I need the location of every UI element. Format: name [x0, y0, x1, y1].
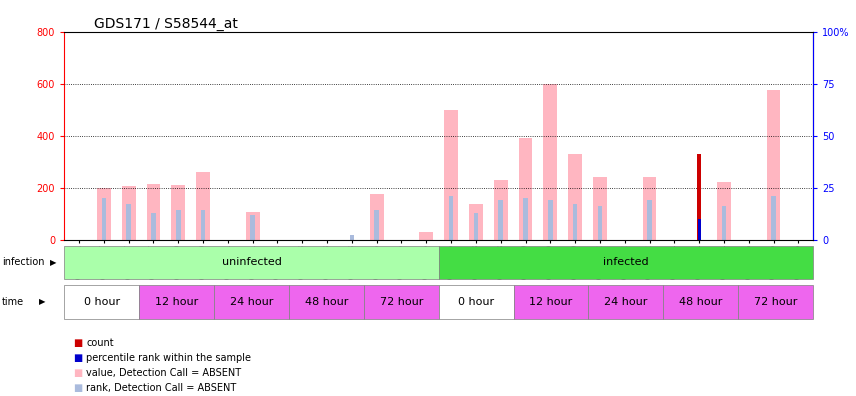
- Bar: [519, 138, 532, 240]
- Text: ■: ■: [73, 352, 82, 363]
- Bar: [738, 285, 813, 319]
- Bar: [176, 210, 181, 240]
- Bar: [697, 154, 701, 240]
- Bar: [97, 188, 110, 240]
- Bar: [64, 285, 139, 319]
- Text: 12 hour: 12 hour: [529, 297, 573, 307]
- Bar: [597, 206, 602, 240]
- Bar: [438, 285, 514, 319]
- Text: 24 hour: 24 hour: [229, 297, 273, 307]
- Bar: [593, 177, 607, 240]
- Bar: [588, 285, 663, 319]
- Bar: [498, 200, 503, 240]
- Bar: [201, 210, 205, 240]
- Bar: [102, 198, 106, 240]
- Bar: [494, 180, 508, 240]
- Text: 48 hour: 48 hour: [679, 297, 722, 307]
- Bar: [122, 186, 135, 240]
- Text: uninfected: uninfected: [222, 257, 282, 267]
- Bar: [171, 185, 185, 240]
- Bar: [196, 172, 210, 240]
- Text: GDS171 / S58544_at: GDS171 / S58544_at: [94, 17, 238, 30]
- Bar: [771, 196, 776, 240]
- Bar: [288, 285, 364, 319]
- Bar: [647, 200, 651, 240]
- Text: time: time: [2, 297, 24, 307]
- Text: 48 hour: 48 hour: [305, 297, 348, 307]
- Text: infected: infected: [603, 257, 649, 267]
- Bar: [722, 206, 726, 240]
- Text: rank, Detection Call = ABSENT: rank, Detection Call = ABSENT: [86, 383, 237, 393]
- Bar: [349, 235, 354, 240]
- Bar: [152, 213, 156, 240]
- Text: 12 hour: 12 hour: [155, 297, 199, 307]
- Bar: [449, 196, 454, 240]
- Bar: [146, 184, 160, 240]
- Text: 24 hour: 24 hour: [604, 297, 648, 307]
- Bar: [444, 110, 458, 240]
- Text: 72 hour: 72 hour: [379, 297, 423, 307]
- Bar: [64, 246, 438, 279]
- Bar: [473, 213, 479, 240]
- Bar: [419, 232, 433, 240]
- Bar: [643, 177, 657, 240]
- Bar: [364, 285, 438, 319]
- Text: 0 hour: 0 hour: [458, 297, 494, 307]
- Text: ■: ■: [73, 383, 82, 393]
- Bar: [544, 84, 557, 240]
- Bar: [251, 215, 255, 240]
- Bar: [438, 246, 813, 279]
- Bar: [548, 200, 552, 240]
- Text: ■: ■: [73, 337, 82, 348]
- Bar: [214, 285, 288, 319]
- Text: ▶: ▶: [50, 258, 56, 267]
- Bar: [568, 154, 582, 240]
- Bar: [523, 198, 528, 240]
- Bar: [698, 219, 700, 240]
- Bar: [370, 194, 383, 240]
- Bar: [246, 212, 259, 240]
- Bar: [127, 204, 131, 240]
- Bar: [767, 90, 781, 240]
- Bar: [374, 210, 379, 240]
- Text: count: count: [86, 337, 114, 348]
- Text: 0 hour: 0 hour: [84, 297, 120, 307]
- Text: ■: ■: [73, 367, 82, 378]
- Text: ▶: ▶: [39, 297, 45, 307]
- Bar: [573, 204, 577, 240]
- Text: value, Detection Call = ABSENT: value, Detection Call = ABSENT: [86, 367, 241, 378]
- Text: 72 hour: 72 hour: [754, 297, 798, 307]
- Bar: [663, 285, 738, 319]
- Bar: [469, 204, 483, 240]
- Text: percentile rank within the sample: percentile rank within the sample: [86, 352, 252, 363]
- Bar: [514, 285, 588, 319]
- Bar: [717, 183, 731, 240]
- Text: infection: infection: [2, 257, 45, 267]
- Bar: [139, 285, 214, 319]
